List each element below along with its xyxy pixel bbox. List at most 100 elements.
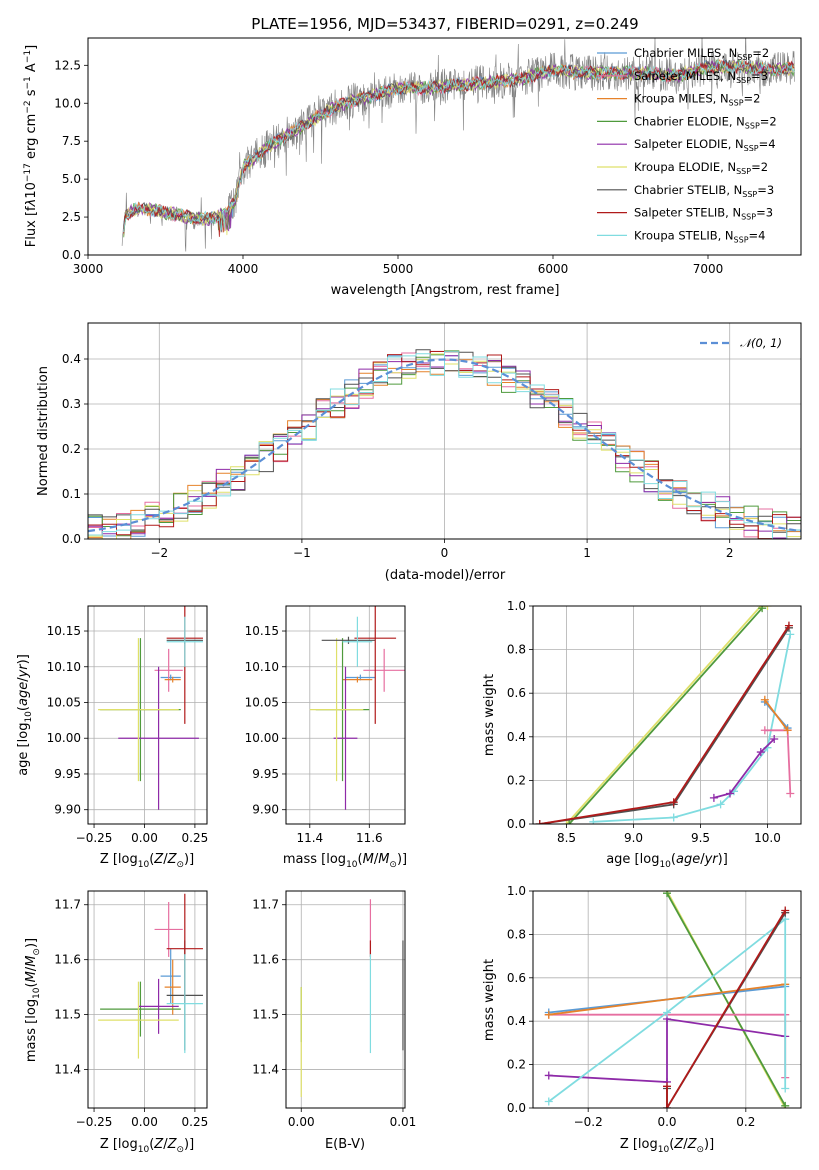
massweight-vs-Z-marker-6-1 <box>663 1008 671 1017</box>
massweight-vs-Z-series-1 <box>666 892 786 1107</box>
age-vs-Z-ytick-label-4: 10.10 <box>47 660 81 674</box>
mass-vs-Z-points <box>98 893 203 1059</box>
mass-vs-Z-xtick-label-0: −0.25 <box>76 1115 113 1129</box>
mass-vs-Z-xtick-label-1: 0.00 <box>131 1115 158 1129</box>
residuals-xtick-label-3: 1 <box>583 546 591 560</box>
residuals-xlabel: (data-model)/error <box>385 568 506 583</box>
residuals-ylabel: Normed distribution <box>36 366 51 496</box>
age-vs-Z-points <box>98 606 203 810</box>
massweight-vs-Z-ytick-label-3: 0.6 <box>507 971 526 985</box>
massweight-vs-age-panel: 8.5 9.0 9.5 10.0 0.0 0.2 0.4 0.6 0.8 1.0 age [log… <box>482 599 802 870</box>
spectrum-ytick-label-5: 12.5 <box>54 58 81 72</box>
residuals-ytick-label-0: 0.0 <box>62 532 81 546</box>
age-vs-mass-ytick-label-4: 10.10 <box>245 660 279 674</box>
massweight-vs-age-marker-0-0 <box>562 820 571 824</box>
gaussian-curve <box>88 358 801 533</box>
spectrum-legend-label-6: Chabrier STELIB, NSSP=3 <box>634 183 774 199</box>
spectrum-legend-label-3: Chabrier ELODIE, NSSP=2 <box>634 114 777 130</box>
age-vs-Z-xtick-label-2: 0.25 <box>182 831 209 845</box>
massweight-vs-Z-xtick-label-0: −0.2 <box>574 1115 603 1129</box>
age-vs-mass-xlabel: mass [log10(M/M⊙)] <box>283 852 407 870</box>
massweight-vs-age-marker-8-2 <box>784 621 793 630</box>
massweight-vs-age-marker-0-2 <box>763 606 772 610</box>
spectrum-xtick-label-3: 6000 <box>538 262 569 276</box>
massweight-vs-Z-ytick-label-2: 0.4 <box>507 1014 526 1028</box>
massweight-vs-age-ytick-label-5: 1.0 <box>507 599 526 613</box>
massweight-vs-age-marker-3-3 <box>770 734 779 743</box>
residuals-xtick-label-4: 2 <box>726 546 734 560</box>
age-vs-mass-axes-frame <box>285 605 406 825</box>
massweight-vs-metallicity-axes-frame <box>532 890 802 1109</box>
massweight-vs-Z-series-5 <box>548 1017 786 1083</box>
massweight-vs-age-series-2 <box>593 634 792 823</box>
massweight-vs-age-series-7 <box>539 627 790 824</box>
mass-vs-ebv-ytick-label-3: 11.7 <box>252 898 279 912</box>
massweight-vs-age-marker-1-0 <box>565 820 574 824</box>
massweight-vs-age-marker-3-1 <box>725 789 734 798</box>
massweight-vs-Z-series-8 <box>666 910 786 1108</box>
massweight-vs-Z-ytick-label-4: 0.8 <box>507 927 526 941</box>
massweight-vs-age-ytick-label-4: 0.8 <box>507 643 526 657</box>
residuals-axes-frame <box>87 322 802 540</box>
spectrum-xtick-label-1: 4000 <box>228 262 259 276</box>
massweight-vs-Z-ytick-label-1: 0.2 <box>507 1058 526 1072</box>
massweight-vs-age-marker-8-1 <box>669 798 678 807</box>
spectrum-lines <box>121 38 795 252</box>
mass-vs-metallicity-axes-frame <box>87 890 208 1109</box>
massweight-vs-age-marker-2-2 <box>716 800 725 809</box>
spectrum-legend-label-4: Salpeter ELODIE, NSSP=4 <box>634 137 776 153</box>
massweight-vs-age-marker-3-0 <box>709 793 718 802</box>
age-vs-mass-ytick-label-5: 10.15 <box>245 624 279 638</box>
residuals-ytick-label-4: 0.4 <box>62 352 81 366</box>
spectrum-legend-label-0: Chabrier MILES, NSSP=2 <box>634 46 769 62</box>
age-vs-mass-ytick-label-2: 10.00 <box>245 731 279 745</box>
spectrum-ytick-label-3: 7.5 <box>62 134 81 148</box>
age-vs-mass-xtick-label-0: 11.4 <box>296 831 323 845</box>
massweight-vs-Z-lines <box>544 891 790 1108</box>
spectrum-xtick-label-0: 3000 <box>73 262 104 276</box>
massweight-vs-age-marker-6-0 <box>760 695 769 704</box>
age-vs-Z-ytick-label-2: 10.00 <box>47 731 81 745</box>
massweight-vs-Z-marker-8-2 <box>781 906 790 915</box>
massweight-vs-age-ytick-label-3: 0.6 <box>507 686 526 700</box>
spectrum-xtick-label-2: 5000 <box>383 262 414 276</box>
massweight-vs-age-ytick-label-0: 0.0 <box>507 817 526 831</box>
residuals-ytick-label-1: 0.1 <box>62 487 81 501</box>
spectrum-panel: PLATE=1956, MJD=53437, FIBERID=0291, z=0… <box>23 15 802 298</box>
massweight-vs-age-marker-4-2 <box>786 789 795 798</box>
age-vs-mass-points <box>309 606 405 810</box>
spectrum-title: PLATE=1956, MJD=53437, FIBERID=0291, z=0… <box>251 15 638 33</box>
massweight-vs-age-marker-3-2 <box>756 748 765 757</box>
massweight-vs-age-series-0 <box>565 606 768 824</box>
spectrum-legend: Chabrier MILES, NSSP=2 Salpeter MILES, NS… <box>597 46 777 244</box>
age-vs-mass-panel: 11.4 11.6 9.90 9.95 10.00 10.05 10.10 10.15 mas… <box>245 605 407 870</box>
residuals-ytick-label-3: 0.3 <box>62 397 81 411</box>
massweight-vs-age-series-8 <box>539 625 790 824</box>
spectrum-ytick-label-0: 0.0 <box>62 248 81 262</box>
age-vs-mass-ytick-label-3: 10.05 <box>245 695 279 709</box>
spectrum-legend-label-1: Salpeter MILES, NSSP=3 <box>634 69 768 85</box>
residuals-panel: −2 −1 0 1 2 0.0 0.1 0.2 0.3 0.4 (data-model)/erro… <box>36 322 802 583</box>
age-vs-Z-xtick-label-0: −0.25 <box>76 831 113 845</box>
massweight-vs-age-marker-1-1 <box>758 606 767 613</box>
mass-vs-ebv-ytick-label-1: 11.5 <box>252 1008 279 1022</box>
gaussian-legend: 𝒩(0, 1) <box>700 336 782 350</box>
residual-histogram-8 <box>88 351 801 539</box>
massweight-vs-Z-series-6 <box>548 917 787 1103</box>
mass-vs-Z-ytick-label-1: 11.5 <box>54 1008 81 1022</box>
massweight-vs-Z-ytick-label-0: 0.0 <box>507 1101 526 1115</box>
massweight-vs-metallicity-xlabel: Z [log10(Z/Z⊙)] <box>620 1137 714 1155</box>
spectrum-xlabel: wavelength [Angstrom, rest frame] <box>331 283 560 298</box>
massweight-vs-metallicity-panel: −0.2 0.0 0.2 0.0 0.2 0.4 0.6 0.8 1.0 Z [log10(Z/… <box>482 884 802 1155</box>
residuals-xtick-label-1: −1 <box>293 546 311 560</box>
spectrum-legend-label-8: Kroupa STELIB, NSSP=4 <box>634 228 765 244</box>
age-vs-Z-ytick-label-3: 10.05 <box>47 695 81 709</box>
spectrum-xtick-label-4: 7000 <box>693 262 724 276</box>
mass-vs-Z-ytick-label-3: 11.7 <box>54 898 81 912</box>
massweight-vs-age-xtick-label-3: 10.0 <box>754 831 781 845</box>
massweight-vs-age-ytick-label-2: 0.4 <box>507 730 526 744</box>
mass-vs-extinction-xlabel: E(B-V) <box>325 1137 365 1152</box>
spectrum-legend-label-5: Kroupa ELODIE, NSSP=2 <box>634 160 768 176</box>
mass-vs-extinction-axes-frame <box>285 890 406 1109</box>
massweight-vs-Z-marker-1-0 <box>663 891 671 898</box>
